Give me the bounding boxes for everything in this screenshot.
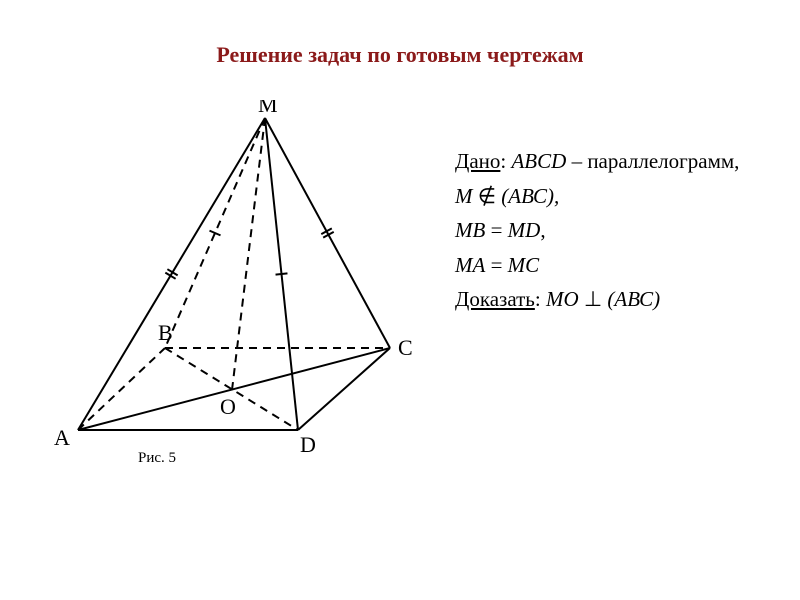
given-line-3: МВ = MD,	[455, 214, 775, 247]
vertex-label-D: D	[300, 432, 316, 457]
abcd: ABCD	[511, 149, 566, 173]
given-line-2: M ∉ (АВС),	[455, 180, 775, 213]
diagram-svg: M A B C D O Рис. 5	[30, 100, 450, 490]
given-label: Дано	[455, 149, 500, 173]
figure-caption: Рис. 5	[138, 450, 176, 466]
problem-text: Дано: ABCD – параллелограмм, M ∉ (АВС), …	[455, 145, 775, 318]
title-text: Решение задач по готовым чертежам	[216, 42, 583, 67]
vertex-label-O: O	[220, 394, 236, 419]
given-line-4: МА = МС	[455, 249, 775, 282]
vertex-label-A: A	[54, 425, 70, 450]
prove-line: Доказать: МО ⊥ (АВС)	[455, 283, 775, 316]
given-line-1: Дано: ABCD – параллелограмм,	[455, 145, 775, 178]
geometry-diagram: M A B C D O Рис. 5	[30, 100, 450, 490]
vertex-label-B: B	[158, 320, 173, 345]
vertex-label-C: C	[398, 335, 413, 360]
page-title: Решение задач по готовым чертежам	[0, 42, 800, 68]
prove-label: Доказать	[455, 287, 535, 311]
vertex-label-M: M	[258, 100, 278, 117]
